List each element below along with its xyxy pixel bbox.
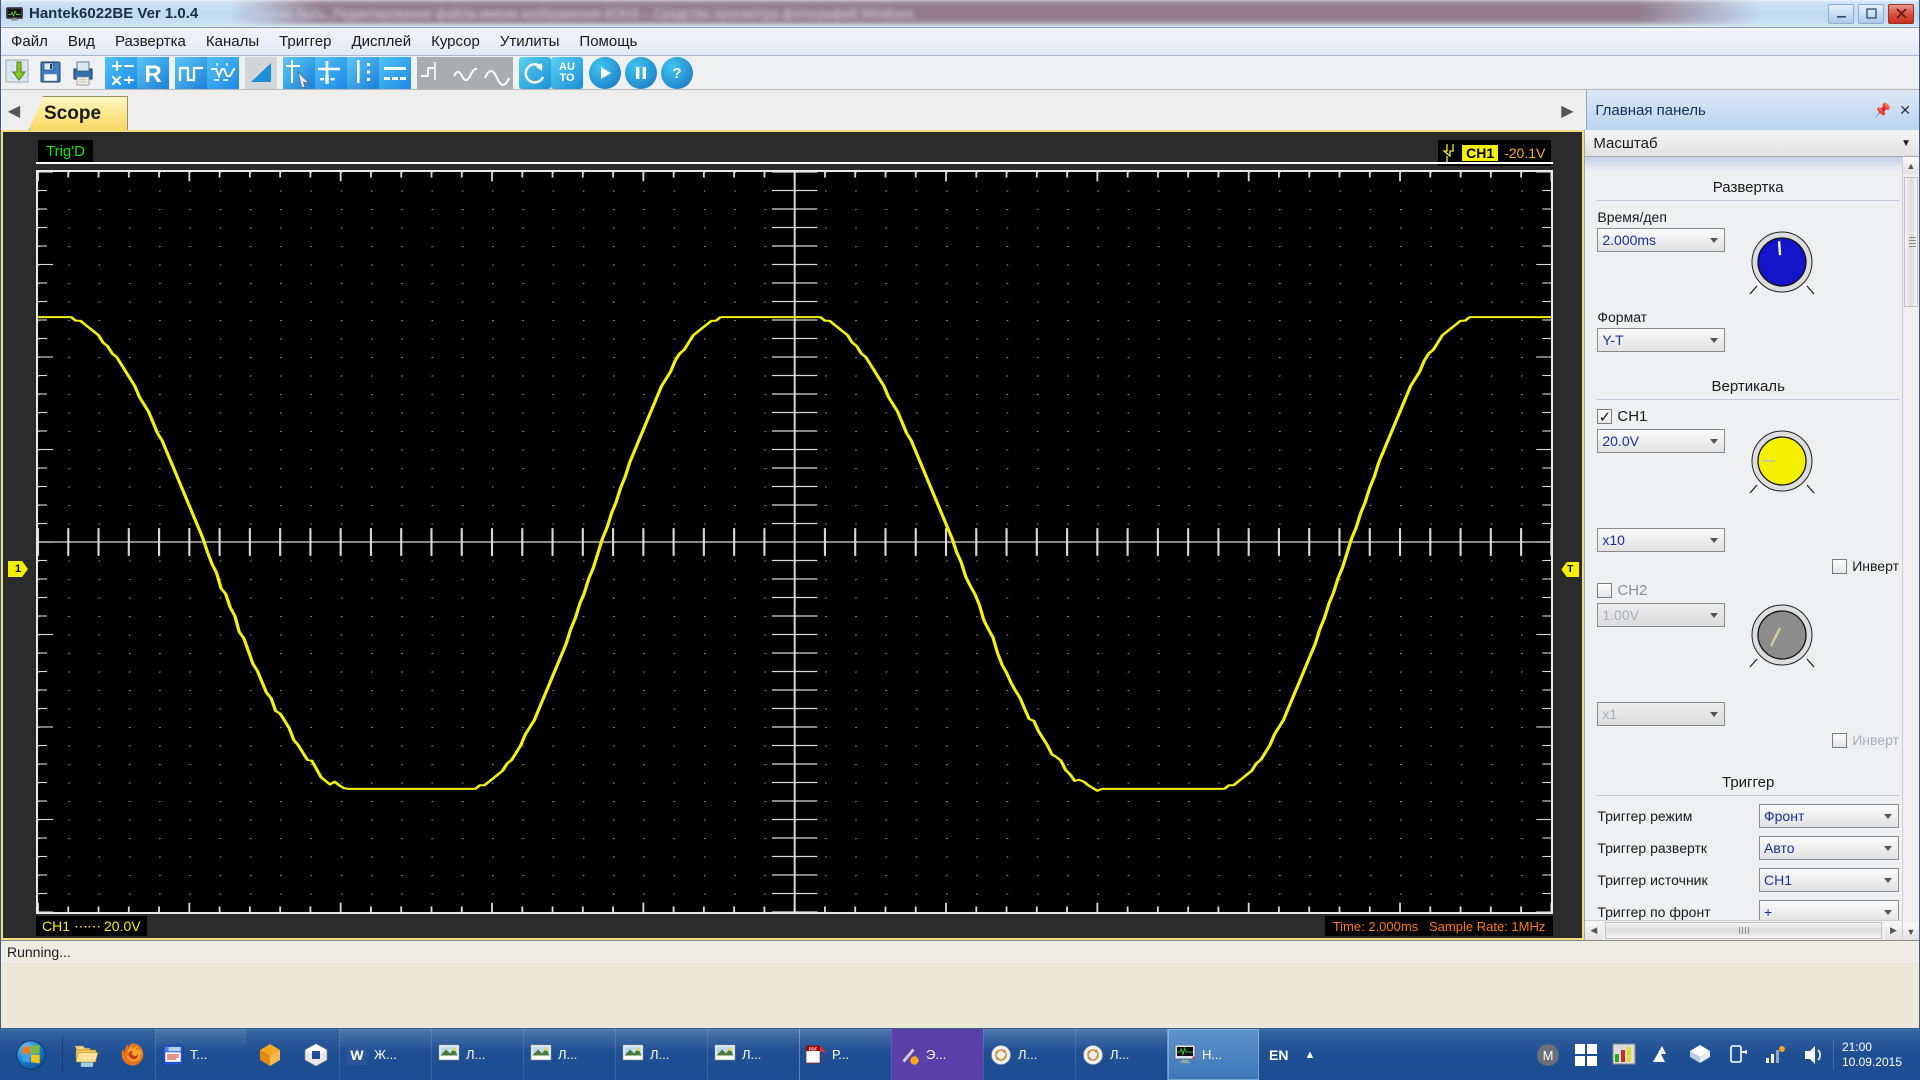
svg-text:?: ? [672,65,681,82]
svg-text:PDF: PDF [809,1046,818,1051]
svg-text:M: M [1543,1048,1554,1063]
svg-text:R: R [144,61,161,88]
svg-text:W: W [350,1047,364,1063]
